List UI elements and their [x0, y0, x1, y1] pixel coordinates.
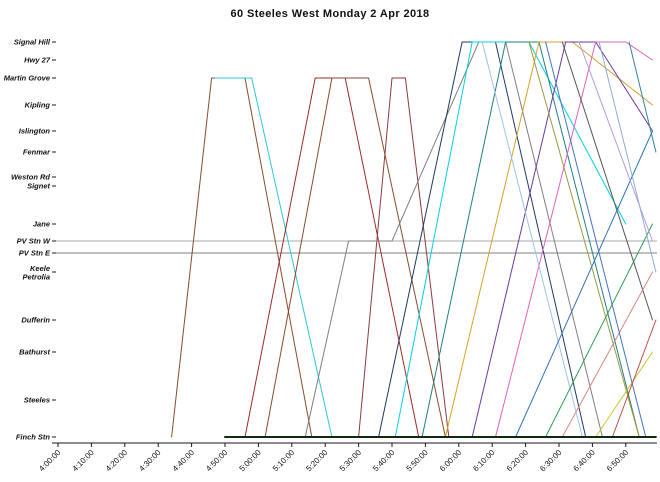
trip-line-trip-22 [598, 41, 657, 273]
trip-line-trip-11 [471, 41, 653, 438]
station-label: Bathurst [19, 348, 50, 357]
trip-line-trip-03 [244, 77, 420, 438]
station-label: Steeles [24, 396, 50, 405]
x-tick-label: 4:20:00 [104, 448, 130, 474]
trip-line-trip-16 [545, 223, 653, 438]
x-tick-label: 4:50:00 [204, 448, 230, 474]
x-tick-label: 6:20:00 [505, 448, 531, 474]
trip-line-trip-18 [561, 271, 653, 438]
station-label: Fenmar [23, 148, 51, 157]
station-label: Martin Grove [4, 74, 50, 83]
x-tick-label: 6:00:00 [438, 448, 464, 474]
station-label: Kipling [25, 101, 51, 110]
trip-line-trip-20 [595, 351, 653, 438]
station-label: Weston Rd [11, 173, 50, 182]
x-tick-label: 6:30:00 [538, 448, 564, 474]
chart-title: 60 Steeles West Monday 2 Apr 2018 [230, 8, 430, 20]
station-label: PV Stn E [19, 249, 51, 258]
x-tick-label: 5:30:00 [338, 448, 364, 474]
trip-line-trip-17 [561, 41, 653, 321]
trip-line-trip-02 [214, 77, 333, 438]
x-tick-label: 4:30:00 [137, 448, 163, 474]
trip-line-trip-14 [528, 41, 640, 438]
x-tick-label: 6:40:00 [572, 448, 598, 474]
station-label: Islington [19, 127, 51, 136]
trip-line-trip-10 [444, 41, 653, 438]
x-tick-label: 5:00:00 [238, 448, 264, 474]
station-label: Keele Petrolia [22, 264, 50, 282]
trip-line-trip-21 [545, 41, 647, 438]
station-label: Finch Stn [16, 433, 51, 442]
station-label: Hwy 27 [24, 56, 51, 65]
trip-line-trip-23 [611, 319, 657, 438]
trip-line-trip-12 [495, 41, 653, 438]
trip-line-trip-08 [394, 41, 627, 438]
x-tick-label: 5:50:00 [405, 448, 431, 474]
trip-line-trip-15 [515, 130, 653, 438]
trip-line-trip-01 [171, 77, 313, 438]
trip-line-trip-24 [628, 41, 657, 153]
trip-line-trip-07 [378, 41, 587, 438]
station-label: Signet [27, 182, 50, 191]
station-label: Jane [33, 220, 50, 229]
x-tick-label: 4:00:00 [37, 448, 63, 474]
x-tick-label: 6:10:00 [471, 448, 497, 474]
station-label: Dufferin [21, 316, 50, 325]
x-tick-label: 5:40:00 [371, 448, 397, 474]
x-tick-label: 5:20:00 [304, 448, 330, 474]
trip-line-trip-13 [481, 41, 583, 438]
x-tick-label: 4:10:00 [71, 448, 97, 474]
x-tick-label: 4:40:00 [171, 448, 197, 474]
station-label: PV Stn W [17, 237, 51, 246]
trip-line-trip-05 [358, 77, 450, 438]
x-tick-label: 5:10:00 [271, 448, 297, 474]
trip-line-trip-09 [421, 41, 640, 438]
trip-line-trip-06 [304, 41, 603, 438]
trip-line-trip-19 [578, 41, 653, 242]
x-tick-label: 6:50:00 [605, 448, 631, 474]
trip-line-trip-04 [264, 77, 446, 438]
station-label: Signal Hill [14, 38, 51, 47]
